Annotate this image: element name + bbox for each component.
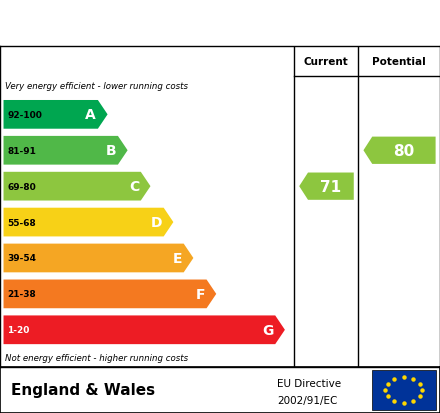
Text: 71: 71 <box>320 179 341 194</box>
Polygon shape <box>4 316 285 344</box>
Polygon shape <box>363 137 436 164</box>
Polygon shape <box>4 137 128 165</box>
Text: Energy Efficiency Rating: Energy Efficiency Rating <box>11 14 299 33</box>
Polygon shape <box>4 208 173 237</box>
Text: G: G <box>262 323 274 337</box>
Text: 81-91: 81-91 <box>7 146 36 155</box>
Text: 80: 80 <box>393 143 414 158</box>
Text: 21-38: 21-38 <box>7 290 36 299</box>
Text: F: F <box>195 287 205 301</box>
Polygon shape <box>4 172 150 201</box>
Polygon shape <box>4 280 216 309</box>
Text: 1-20: 1-20 <box>7 325 29 335</box>
Text: 55-68: 55-68 <box>7 218 36 227</box>
Text: Very energy efficient - lower running costs: Very energy efficient - lower running co… <box>5 82 188 91</box>
Text: 69-80: 69-80 <box>7 182 36 191</box>
Text: EU Directive: EU Directive <box>277 378 341 388</box>
Polygon shape <box>4 101 108 129</box>
Text: E: E <box>172 252 182 265</box>
Text: Current: Current <box>304 57 348 66</box>
Text: 92-100: 92-100 <box>7 111 42 119</box>
Polygon shape <box>299 173 354 200</box>
Text: A: A <box>85 108 96 122</box>
Text: Potential: Potential <box>372 57 426 66</box>
Text: D: D <box>150 216 162 230</box>
Text: C: C <box>129 180 139 194</box>
Text: 2002/91/EC: 2002/91/EC <box>277 395 337 405</box>
Text: Not energy efficient - higher running costs: Not energy efficient - higher running co… <box>5 353 188 362</box>
Text: England & Wales: England & Wales <box>11 382 155 398</box>
Text: B: B <box>106 144 116 158</box>
Polygon shape <box>4 244 194 273</box>
FancyBboxPatch shape <box>372 370 436 410</box>
Text: 39-54: 39-54 <box>7 254 36 263</box>
